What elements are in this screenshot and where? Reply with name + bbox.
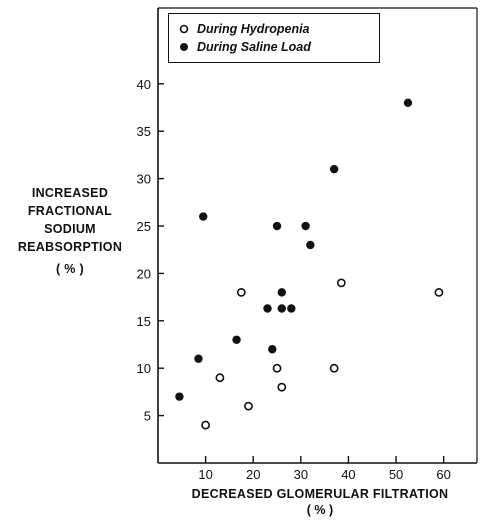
open-circle-marker-icon (179, 24, 189, 34)
y-tick-label: 40 (137, 77, 151, 92)
y-tick-label: 35 (137, 124, 151, 139)
saline-load-point (194, 354, 203, 363)
hydropenia-point (277, 382, 287, 392)
hydropenia-point (236, 287, 246, 297)
x-tick-label: 10 (198, 467, 212, 482)
y-tick-label: 25 (137, 219, 151, 234)
data-points (175, 98, 444, 430)
x-tick-label: 20 (246, 467, 260, 482)
saline-load-point (277, 288, 286, 297)
hydropenia-point (215, 373, 225, 383)
hydropenia-point (244, 401, 253, 411)
hydropenia-point (336, 278, 346, 288)
y-tick-label: 5 (144, 409, 151, 424)
legend-item-hydropenia: During Hydropenia (179, 20, 379, 38)
hydropenia-point (272, 363, 282, 373)
y-axis-label-line-1: INCREASED (31, 186, 109, 200)
plot-axes (157, 7, 478, 464)
saline-load-point (403, 98, 413, 107)
saline-load-point (263, 304, 272, 313)
x-axis-ticks: 10 20 30 40 50 60 (198, 456, 451, 482)
x-tick-label: 60 (436, 467, 450, 482)
saline-load-point (268, 345, 277, 354)
y-axis-label-line-2: FRACTIONAL (27, 204, 113, 218)
y-tick-label: 10 (137, 361, 151, 376)
x-tick-label: 50 (389, 467, 403, 482)
hydropenia-point (329, 363, 339, 373)
y-axis-label-unit: ( % ) (56, 262, 84, 276)
legend-label-saline-load: During Saline Load (197, 40, 311, 54)
hydropenia-point (434, 287, 444, 297)
y-tick-label: 30 (137, 172, 151, 187)
legend: During Hydropenia During Saline Load (168, 13, 380, 63)
saline-load-point (199, 212, 208, 221)
saline-load-point (306, 240, 315, 250)
legend-item-saline-load: During Saline Load (179, 38, 379, 56)
y-axis-label-line-3: SODIUM (44, 222, 96, 236)
hydropenia-point (201, 420, 211, 430)
legend-label-hydropenia: During Hydropenia (197, 22, 310, 36)
x-tick-label: 40 (341, 467, 355, 482)
saline-load-point (272, 221, 282, 231)
y-axis-label-line-4: REABSORPTION (17, 240, 123, 254)
y-tick-label: 15 (137, 314, 151, 329)
saline-load-point (175, 392, 184, 401)
y-tick-label: 20 (137, 266, 151, 281)
filled-circle-marker-icon (180, 43, 188, 51)
y-axis-label: INCREASED FRACTIONAL SODIUM REABSORPTION… (0, 184, 140, 278)
saline-load-point (277, 304, 286, 313)
x-axis-label: DECREASED GLOMERULAR FILTRATION (191, 487, 449, 501)
saline-load-point (287, 304, 296, 313)
saline-load-point (232, 335, 241, 344)
saline-load-point (329, 164, 339, 174)
saline-load-point (301, 221, 310, 231)
x-tick-label: 30 (294, 467, 308, 482)
y-axis-ticks: 5 10 15 20 25 30 35 40 (137, 77, 164, 424)
x-axis-unit: ( % ) (306, 503, 334, 517)
